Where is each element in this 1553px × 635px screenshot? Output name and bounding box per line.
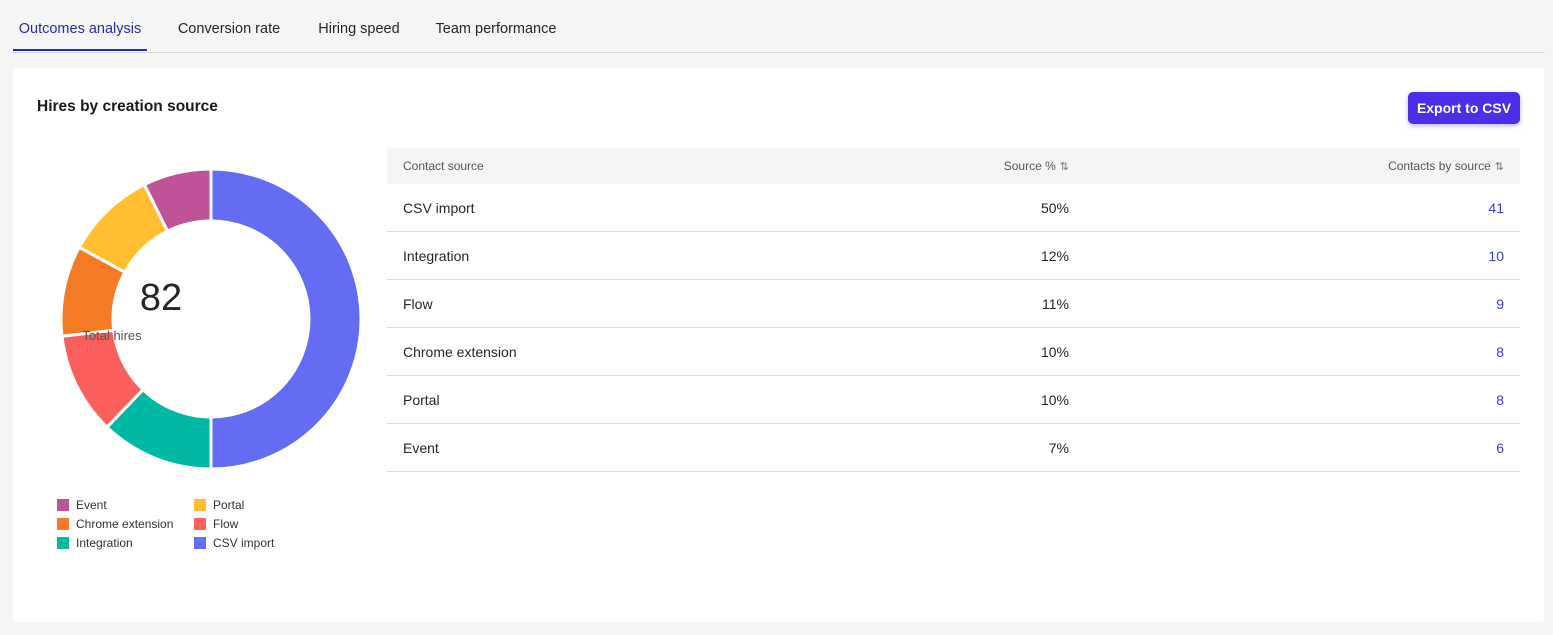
table-row: Portal 10% 8 (387, 376, 1520, 424)
tab-conversion-rate[interactable]: Conversion rate (177, 21, 281, 37)
cell-source: Flow (403, 296, 433, 312)
legend-swatch (194, 537, 206, 549)
cell-percent: 7% (1048, 440, 1069, 456)
legend-label: Integration (76, 536, 133, 550)
table-row: Event 7% 6 (387, 424, 1520, 472)
table-row: Chrome extension 10% 8 (387, 328, 1520, 376)
legend-swatch (194, 499, 206, 511)
table-header: Contact source Source % ⇅ Contacts by sou… (387, 148, 1520, 184)
tab-hiring-speed[interactable]: Hiring speed (318, 21, 400, 37)
cell-contacts-link[interactable]: 9 (1496, 296, 1504, 312)
donut-slice-csv-import[interactable] (209, 169, 361, 469)
total-hires-value: 82 (139, 277, 183, 319)
cell-contacts-link[interactable]: 41 (1488, 200, 1504, 216)
export-csv-button[interactable]: Export to CSV (1408, 92, 1520, 124)
legend-label: Flow (213, 517, 239, 531)
legend-swatch (57, 499, 69, 511)
table-row: Flow 11% 9 (387, 280, 1520, 328)
sort-arrows-icon[interactable]: ⇅ (1494, 161, 1504, 173)
header-contacts-by-source[interactable]: Contacts by source ⇅ (1388, 159, 1504, 173)
cell-percent: 10% (1040, 392, 1069, 408)
legend-item-flow: Flow (194, 516, 238, 532)
cell-source: CSV import (403, 200, 475, 216)
legend-label: Chrome extension (76, 517, 174, 531)
tab-team-performance[interactable]: Team performance (435, 21, 557, 37)
legend-label: Portal (213, 498, 245, 512)
cell-contacts-link[interactable]: 6 (1496, 440, 1504, 456)
donut-chart (61, 169, 361, 469)
legend-swatch (57, 518, 69, 530)
total-hires-label: Total hires (82, 328, 142, 343)
source-table: Contact source Source % ⇅ Contacts by sou… (387, 148, 1520, 472)
sort-arrows-icon[interactable]: ⇅ (1059, 161, 1069, 173)
donut-slice-event[interactable] (142, 169, 213, 234)
legend-item-portal: Portal (194, 497, 244, 513)
cell-percent: 11% (1042, 296, 1069, 312)
tab-bar: Outcomes analysis Conversion rate Hiring… (13, 0, 1545, 53)
card-title: Hires by creation source (37, 98, 218, 115)
legend-label: CSV import (213, 536, 275, 550)
table-row: Integration 12% 10 (387, 232, 1520, 280)
cell-source: Integration (403, 248, 470, 264)
table-row: CSV import 50% 41 (387, 184, 1520, 232)
header-source-percent[interactable]: Source % ⇅ (1003, 159, 1069, 173)
cell-contacts-link[interactable]: 8 (1496, 392, 1504, 408)
legend-label: Event (76, 498, 107, 512)
legend-item-integration: Integration (57, 535, 133, 551)
legend-item-event: Event (57, 497, 107, 513)
legend-swatch (57, 537, 69, 549)
cell-source: Chrome extension (403, 344, 517, 360)
cell-percent: 50% (1040, 200, 1069, 216)
cell-percent: 12% (1040, 248, 1069, 264)
cell-source: Event (403, 440, 439, 456)
cell-contacts-link[interactable]: 10 (1488, 248, 1504, 264)
header-contact-source: Contact source (403, 159, 484, 173)
legend-item-csv-import: CSV import (194, 535, 274, 551)
hires-card: Hires by creation source Export to CSV 8… (13, 68, 1544, 622)
legend-swatch (194, 518, 206, 530)
tab-outcomes-analysis[interactable]: Outcomes analysis (13, 0, 147, 51)
cell-percent: 10% (1040, 344, 1069, 360)
cell-source: Portal (403, 392, 440, 408)
cell-contacts-link[interactable]: 8 (1496, 344, 1504, 360)
legend-item-chrome-extension: Chrome extension (57, 516, 173, 532)
